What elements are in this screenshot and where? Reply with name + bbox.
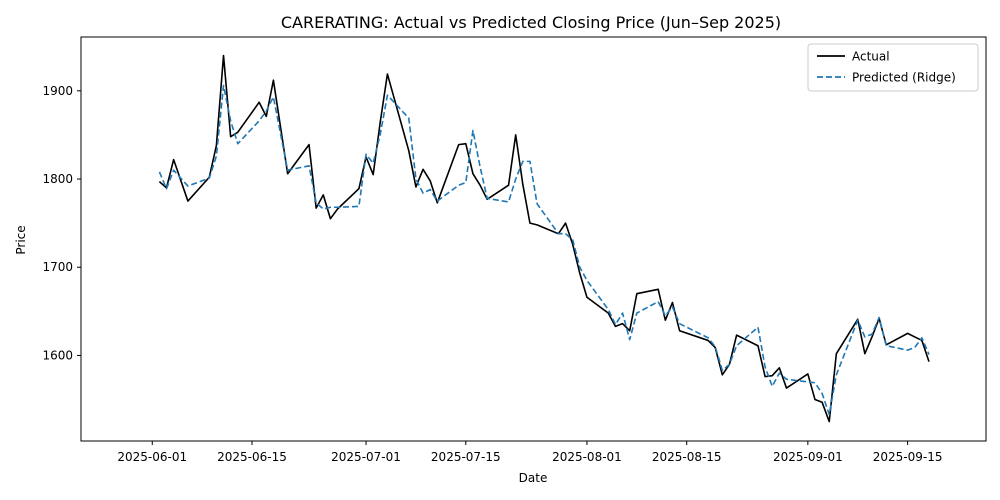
legend-label-actual: Actual: [852, 50, 890, 64]
plot-area: [80, 36, 987, 442]
y-axis-ticks: 1600 1700 1800 1900: [42, 84, 81, 362]
x-tick-label: 2025-09-15: [873, 450, 943, 464]
legend-box: [807, 43, 979, 92]
x-axis-label: Date: [519, 471, 548, 485]
plot-frame: [80, 36, 987, 442]
y-tick-label: 1800: [42, 172, 73, 186]
x-axis-ticks: 2025-06-01 2025-06-15 2025-07-01 2025-07-15…: [117, 441, 942, 464]
series-line-actual: [158, 54, 930, 423]
x-tick-label: 2025-07-01: [331, 450, 401, 464]
legend-label-predicted: Predicted (Ridge): [852, 71, 956, 85]
x-tick-label: 2025-09-01: [773, 450, 843, 464]
x-tick-label: 2025-06-01: [117, 450, 187, 464]
y-tick-label: 1900: [42, 84, 73, 98]
chart-title: CARERATING: Actual vs Predicted Closing …: [281, 13, 781, 32]
x-tick-label: 2025-08-01: [552, 450, 622, 464]
x-tick-label: 2025-06-15: [217, 450, 287, 464]
x-tick-label: 2025-07-15: [431, 450, 501, 464]
y-tick-label: 1700: [42, 260, 73, 274]
y-axis-label: Price: [14, 225, 28, 254]
series-layer: [158, 54, 930, 423]
y-tick-label: 1600: [42, 348, 73, 362]
series-line-predicted: [158, 84, 930, 416]
x-tick-label: 2025-08-15: [652, 450, 722, 464]
legend: Actual Predicted (Ridge): [807, 43, 979, 92]
